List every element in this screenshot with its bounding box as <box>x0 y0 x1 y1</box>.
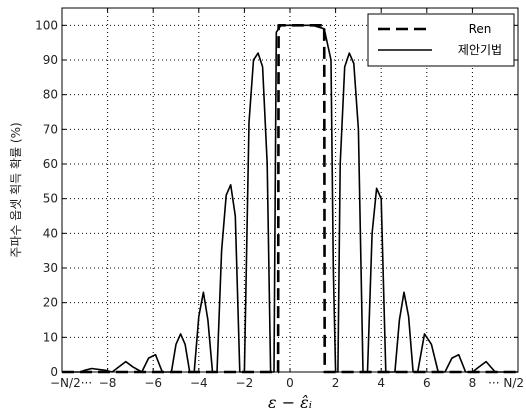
y-tick-label: 90 <box>43 53 58 67</box>
y-tick-label: 30 <box>43 261 58 275</box>
y-tick-label: 0 <box>50 365 58 379</box>
y-tick-label: 10 <box>43 330 58 344</box>
y-tick-label: 100 <box>35 18 58 32</box>
y-tick-label: 20 <box>43 296 58 310</box>
y-axis-label: 주파수 옵셋 획득 확률 (%) <box>9 122 23 257</box>
x-tick-label: 6 <box>423 376 431 390</box>
y-tick-label: 40 <box>43 226 58 240</box>
x-tick-label: ··· N/2 <box>488 376 524 390</box>
x-tick-label: 8 <box>469 376 477 390</box>
y-tick-label: 50 <box>43 192 58 206</box>
x-tick-label: 0 <box>286 376 294 390</box>
legend: Ren 제안기법 <box>367 13 515 67</box>
x-tick-label: −2 <box>236 376 254 390</box>
x-tick-label: 4 <box>377 376 385 390</box>
x-tick-label: −6 <box>144 376 162 390</box>
legend-label: Ren <box>469 22 492 36</box>
y-tick-label: 60 <box>43 157 58 171</box>
x-tick-label: 2 <box>332 376 340 390</box>
legend-label: 제안기법 <box>458 43 502 57</box>
x-tick-label: −4 <box>190 376 208 390</box>
x-axis-label: ε − ε̂ᵢ <box>268 393 312 412</box>
x-tick-label: −N/2··· <box>50 376 92 390</box>
legend-box <box>367 13 515 67</box>
y-tick-label: 70 <box>43 122 58 136</box>
x-tick-label: −8 <box>99 376 117 390</box>
y-tick-label: 80 <box>43 88 58 102</box>
